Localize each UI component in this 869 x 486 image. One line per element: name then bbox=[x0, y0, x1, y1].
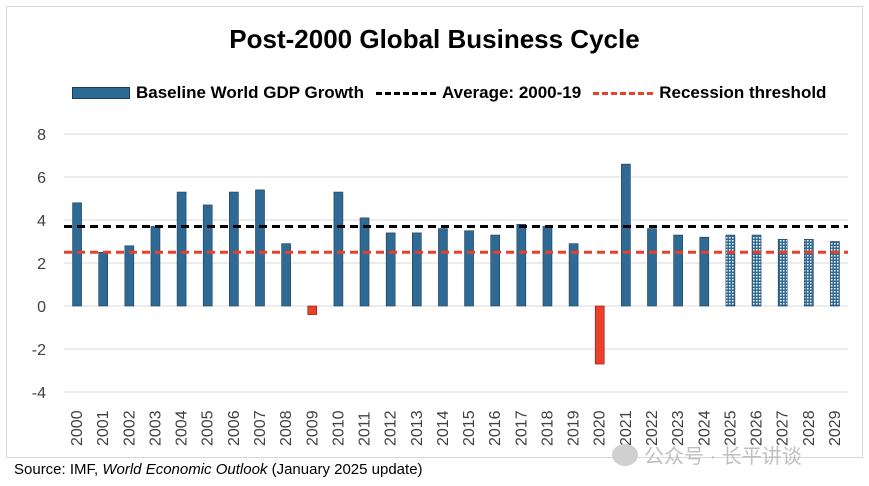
y-tick-label: 4 bbox=[37, 213, 46, 230]
x-tick-label: 2018 bbox=[539, 410, 556, 446]
legend-item-threshold: Recession threshold bbox=[593, 83, 826, 103]
legend-label-average: Average: 2000-19 bbox=[441, 83, 582, 102]
bar bbox=[281, 243, 291, 307]
bar bbox=[673, 234, 683, 307]
bar bbox=[699, 236, 710, 307]
bar bbox=[490, 234, 501, 307]
bar bbox=[98, 251, 108, 307]
bar bbox=[830, 241, 840, 307]
bar bbox=[176, 191, 187, 307]
chart-title: Post-2000 Global Business Cycle bbox=[229, 24, 640, 54]
legend-swatch-bar bbox=[72, 87, 130, 99]
bar bbox=[542, 226, 553, 307]
bar bbox=[464, 230, 474, 307]
legend-item-average: Average: 2000-19 bbox=[375, 83, 582, 103]
bar bbox=[516, 224, 527, 307]
bar bbox=[438, 228, 448, 307]
bar bbox=[621, 163, 631, 307]
x-tick-label: 2000 bbox=[69, 410, 86, 446]
bar bbox=[411, 232, 422, 307]
watermark: 公众号 · 长平讲谈 bbox=[612, 440, 802, 469]
x-tick-label: 2015 bbox=[461, 410, 478, 446]
bar bbox=[725, 234, 736, 307]
x-tick-label: 2025 bbox=[722, 410, 739, 446]
x-tick-label: 2003 bbox=[147, 410, 164, 446]
x-tick-label: 2010 bbox=[330, 410, 347, 446]
x-tick-label: 2021 bbox=[618, 410, 635, 446]
x-tick-label: 2028 bbox=[801, 410, 818, 446]
source-publication: World Economic Outlook bbox=[102, 461, 268, 478]
bar bbox=[229, 191, 239, 307]
bar bbox=[777, 239, 788, 307]
x-tick-label: 2027 bbox=[775, 410, 792, 446]
legend-item-gdp: Baseline World GDP Growth bbox=[72, 83, 364, 103]
source-prefix: Source: IMF, bbox=[14, 461, 103, 478]
x-tick-label: 2016 bbox=[487, 410, 504, 446]
legend-label-threshold: Recession threshold bbox=[659, 83, 827, 102]
y-tick-label: 0 bbox=[37, 299, 46, 316]
legend-swatch-threshold-line bbox=[593, 91, 654, 95]
x-tick-label: 2017 bbox=[513, 410, 530, 446]
x-tick-label: 2014 bbox=[435, 410, 452, 446]
x-tick-label: 2008 bbox=[278, 410, 295, 446]
legend-label-gdp: Baseline World GDP Growth bbox=[136, 83, 364, 102]
x-tick-label: 2026 bbox=[749, 410, 766, 446]
y-tick-label: 2 bbox=[37, 256, 46, 273]
bar bbox=[385, 232, 396, 307]
x-tick-label: 2013 bbox=[409, 410, 426, 446]
wechat-icon bbox=[612, 443, 638, 466]
x-tick-label: 2020 bbox=[592, 410, 609, 446]
x-tick-label: 2004 bbox=[174, 410, 191, 446]
bar bbox=[150, 226, 161, 307]
x-tick-label: 2024 bbox=[696, 410, 713, 446]
x-tick-label: 2002 bbox=[121, 410, 138, 446]
bar bbox=[594, 305, 605, 365]
legend-swatch-average-line bbox=[375, 91, 436, 95]
x-tick-label: 2001 bbox=[95, 410, 112, 446]
bar bbox=[803, 239, 814, 307]
x-tick-label: 2011 bbox=[357, 411, 374, 446]
watermark-text: 公众号 · 长平讲谈 bbox=[644, 446, 802, 468]
bar bbox=[751, 234, 762, 307]
source-suffix: (January 2025 update) bbox=[267, 461, 423, 478]
chart-frame bbox=[6, 6, 863, 458]
y-tick-label: -4 bbox=[32, 385, 46, 402]
x-tick-label: 2006 bbox=[226, 410, 243, 446]
y-tick-label: -2 bbox=[32, 342, 46, 359]
y-tick-label: 8 bbox=[37, 127, 46, 144]
legend: Baseline World GDP Growth Average: 2000-… bbox=[72, 82, 838, 104]
bar bbox=[72, 202, 82, 307]
x-tick-label: 2009 bbox=[304, 410, 321, 446]
bar bbox=[124, 245, 135, 307]
bar bbox=[568, 243, 579, 307]
bar bbox=[359, 217, 370, 307]
source-note: Source: IMF, World Economic Outlook (Jan… bbox=[14, 461, 423, 478]
x-tick-label: 2007 bbox=[252, 410, 269, 446]
x-tick-label: 2005 bbox=[200, 410, 217, 446]
bar bbox=[255, 189, 265, 307]
x-tick-label: 2029 bbox=[827, 410, 844, 446]
x-tick-label: 2023 bbox=[670, 410, 687, 446]
x-tick-label: 2022 bbox=[644, 410, 661, 446]
bar bbox=[333, 191, 344, 307]
bar bbox=[647, 228, 657, 307]
y-tick-label: 6 bbox=[37, 170, 46, 187]
bar bbox=[202, 204, 213, 307]
x-tick-label: 2012 bbox=[383, 410, 400, 446]
bar bbox=[307, 305, 318, 315]
x-tick-label: 2019 bbox=[566, 410, 583, 446]
